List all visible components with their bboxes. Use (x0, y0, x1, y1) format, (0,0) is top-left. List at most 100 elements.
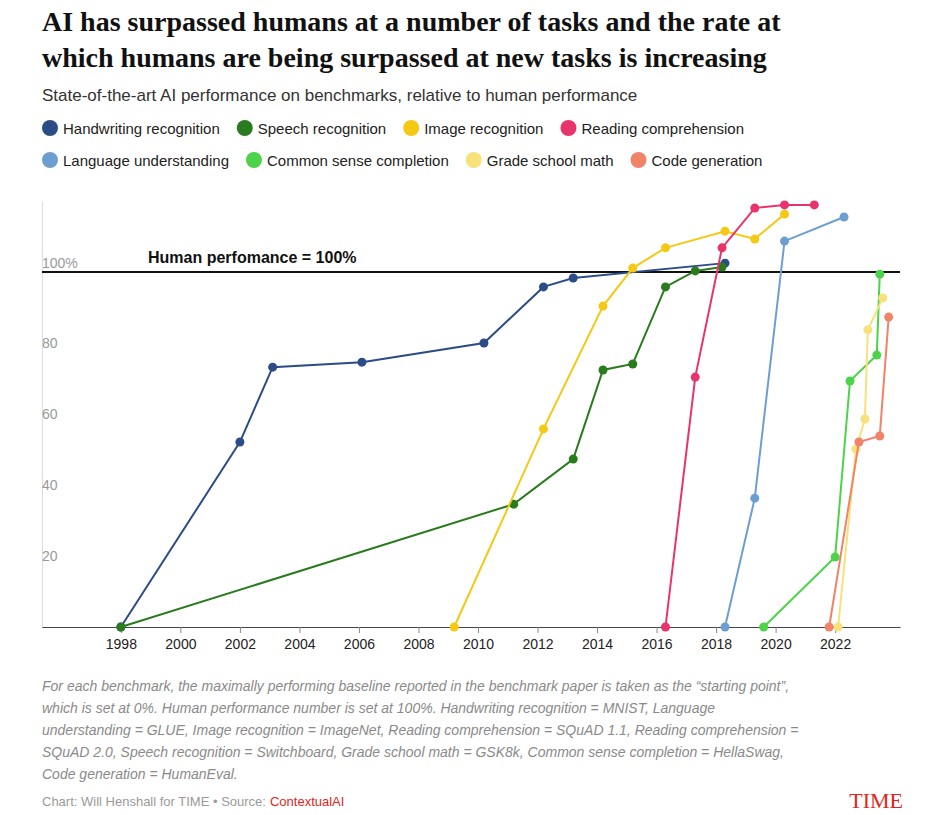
x-tick-mark (180, 627, 181, 633)
series-point (863, 325, 872, 334)
legend-swatch (403, 120, 419, 136)
footnote: Code generation = HumanEval. (42, 766, 238, 782)
y-tick-label: 20 (42, 548, 58, 564)
y-tick: 80 (42, 335, 58, 351)
x-tick: 2010 (463, 627, 494, 652)
series-point (780, 237, 789, 246)
x-tick: 2002 (225, 627, 256, 652)
series-point (878, 293, 887, 302)
y-tick: 100% (42, 255, 78, 273)
legend-label: Reading comprehension (581, 120, 744, 137)
x-tick-mark (597, 627, 598, 633)
series-point (875, 270, 884, 279)
series-point (628, 359, 637, 368)
x-tick-mark (716, 627, 717, 633)
series-point (539, 424, 548, 433)
x-tick-label: 2022 (820, 636, 851, 652)
series-line (121, 263, 725, 627)
y-tick-label: 100% (42, 255, 78, 271)
series-point (854, 438, 863, 447)
legend-label: Code generation (651, 152, 762, 169)
x-tick-label: 1998 (106, 636, 137, 652)
legend-item: Handwriting recognition (42, 120, 220, 137)
x-axis: 1998 2000 2002 2004 2006 2008 2010 2012 2014 2016… (43, 627, 901, 652)
series-point (759, 623, 768, 632)
brand: TIME (849, 788, 903, 813)
footnote: understanding = GLUE, Image recognition … (42, 722, 798, 738)
legend-swatch (237, 120, 253, 136)
legend-label: Image recognition (424, 120, 543, 137)
series-point (661, 243, 670, 252)
series-point (718, 243, 727, 252)
legend-label: Speech recognition (258, 120, 386, 137)
series-point (750, 204, 759, 213)
series-point (872, 351, 881, 360)
y-tick: 40 (42, 477, 58, 493)
x-tick: 2016 (641, 627, 672, 652)
x-tick: 2006 (344, 627, 375, 652)
x-tick: 2008 (403, 627, 434, 652)
series-point (691, 266, 700, 275)
legend-swatch (42, 120, 58, 136)
series-point (661, 282, 670, 291)
series-point (268, 363, 277, 372)
chart: AI has surpassed humans at a number of t… (0, 0, 942, 815)
x-tick-label: 2006 (344, 636, 375, 652)
background (0, 0, 942, 815)
x-tick-label: 2008 (403, 636, 434, 652)
y-tick-label: 80 (42, 335, 58, 351)
x-axis-line (43, 627, 901, 628)
series-line (838, 298, 883, 627)
series-point (825, 623, 834, 632)
y-tick-label: 40 (42, 477, 58, 493)
x-tick: 2018 (701, 627, 732, 652)
series (721, 212, 849, 631)
x-tick-label: 2018 (701, 636, 732, 652)
series-point (569, 455, 578, 464)
x-tick-label: 2020 (761, 636, 792, 652)
series-line (764, 274, 880, 627)
series-point (840, 212, 849, 221)
credit: Chart: Will Henshall for TIME • Source: C… (42, 794, 344, 809)
y-axis: 20 40 60 80 100% (42, 202, 78, 628)
legend-item: Grade school math (466, 152, 614, 169)
x-tick-label: 2004 (284, 636, 315, 652)
series-point (721, 623, 730, 632)
x-tick-mark (538, 627, 539, 633)
series (759, 270, 884, 632)
title: which humans are being surpassed at new … (42, 42, 767, 73)
series-point (875, 432, 884, 441)
y-tick: 20 (42, 548, 58, 564)
series-line (829, 317, 889, 627)
x-tick-label: 2014 (582, 636, 613, 652)
footnote: which is set at 0%. Human performance nu… (42, 700, 715, 716)
series-point (721, 227, 730, 236)
series-point (750, 234, 759, 243)
credit-text: Chart: Will Henshall for TIME • Source: (42, 794, 266, 809)
series-point (539, 282, 548, 291)
series (834, 293, 888, 631)
x-tick-label: 2012 (522, 636, 553, 652)
x-tick-mark (299, 627, 300, 633)
legend-swatch (630, 152, 646, 168)
series-point (479, 339, 488, 348)
series (116, 263, 726, 632)
legend-item: Language understanding (42, 152, 229, 169)
series-point (598, 302, 607, 311)
series-point (691, 373, 700, 382)
series-point (780, 210, 789, 219)
series-point (780, 200, 789, 209)
legend-label: Language understanding (63, 152, 229, 169)
x-tick-label: 2010 (463, 636, 494, 652)
legend-item: Speech recognition (237, 120, 386, 137)
x-tick-label: 2002 (225, 636, 256, 652)
x-tick: 2012 (522, 627, 553, 652)
series-point (884, 313, 893, 322)
series-point (628, 264, 637, 273)
legend-item: Image recognition (403, 120, 543, 137)
x-tick: 2000 (165, 627, 196, 652)
legend-label: Common sense completion (267, 152, 449, 169)
y-tick: 60 (42, 406, 58, 422)
reference-line (42, 271, 900, 273)
source-text: ContextualAI (270, 794, 344, 809)
